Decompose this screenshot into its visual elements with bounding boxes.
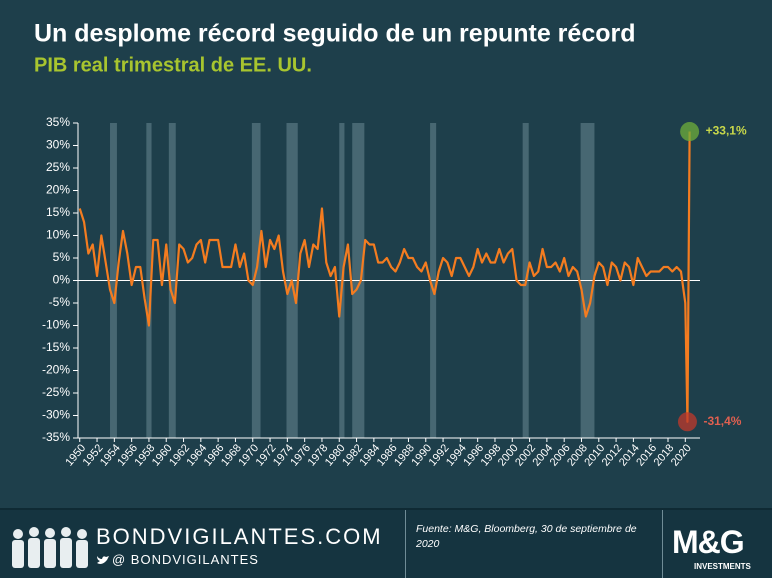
handle: @ BONDVIGILANTES (112, 552, 259, 567)
footer: BONDVIGILANTES.COM @ BONDVIGILANTES Fuen… (0, 508, 772, 578)
annotation-marker (677, 412, 697, 432)
chart-title: Un desplome récord seguido de un repunte… (34, 20, 636, 48)
y-tick-label: -30% (42, 408, 70, 422)
source: Fuente: M&G, Bloomberg, 30 de septiembre… (416, 523, 637, 550)
separator (405, 510, 406, 578)
y-tick-label: -10% (42, 318, 70, 332)
annotation-marker (680, 122, 700, 142)
y-tick-label: -35% (42, 430, 70, 444)
annotation-label: -31,4% (703, 414, 741, 428)
y-tick-label: 5% (53, 250, 71, 264)
chart: Un desplome récord seguido de un repunte… (34, 20, 747, 469)
x-tick-label: 2020 (669, 442, 694, 468)
y-tick-label: -20% (42, 363, 70, 377)
logo-sub: INVESTMENTS (694, 562, 751, 571)
y-tick-label: -5% (49, 295, 71, 309)
data-line (78, 131, 691, 423)
y-tick-label: 35% (46, 115, 70, 129)
logo: M&G (672, 524, 745, 560)
chart-subtitle: PIB real trimestral de EE. UU. (34, 54, 312, 76)
y-tick-label: 10% (46, 228, 70, 242)
annotation-label: +33,1% (706, 124, 747, 138)
separator (662, 510, 663, 578)
twitter-icon (97, 556, 109, 564)
plot: 35% 30% 25% 20% 15% 10% 5% 0% -5% -10% -15% -20% -25… (42, 115, 747, 468)
brand: BONDVIGILANTES.COM (96, 524, 383, 549)
y-tick-label: 0% (53, 273, 71, 287)
y-tick-label: -15% (42, 340, 70, 354)
y-tick-label: -25% (42, 385, 70, 399)
y-tick-label: 20% (46, 183, 70, 197)
y-tick-label: 30% (46, 138, 70, 152)
y-tick-label: 15% (46, 205, 70, 219)
people-icon (12, 527, 88, 568)
y-tick-label: 25% (46, 160, 70, 174)
